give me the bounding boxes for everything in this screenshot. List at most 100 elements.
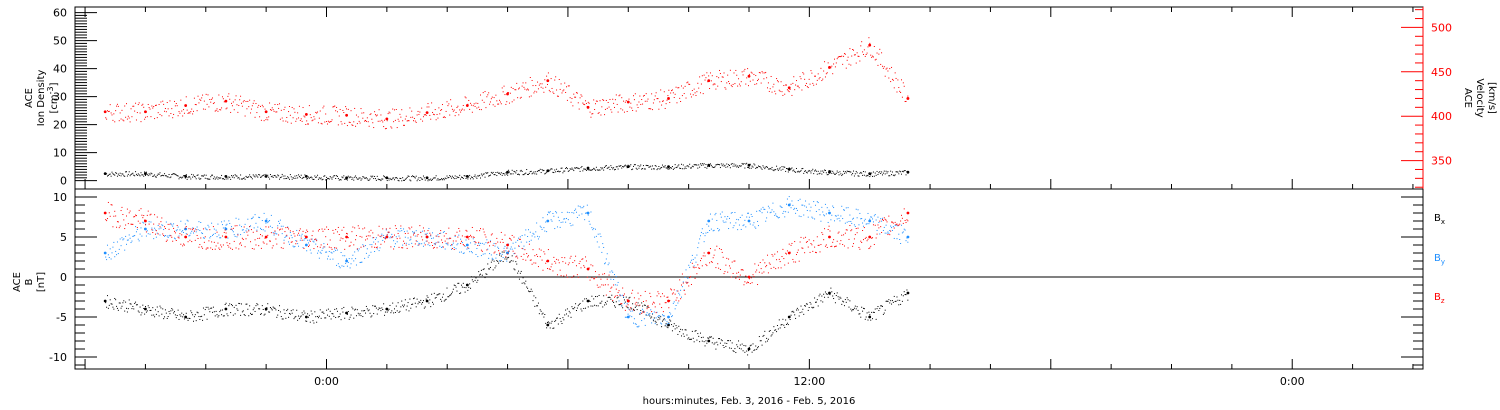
velocity-sample <box>675 86 677 88</box>
velocity-sample <box>119 112 121 114</box>
by-sample <box>631 316 633 318</box>
bx-sample <box>422 300 424 302</box>
bx-sample <box>181 312 183 314</box>
density-sample <box>799 170 801 172</box>
bx-sample <box>835 294 837 296</box>
bz-sample <box>828 225 830 227</box>
density-sample <box>758 166 760 168</box>
density-sample <box>520 169 522 171</box>
bx-sample <box>164 316 166 318</box>
bz-sample <box>343 226 345 228</box>
by-sample <box>869 218 871 220</box>
by-sample <box>824 203 826 205</box>
by-sample <box>859 212 861 214</box>
bz-sample <box>289 230 291 232</box>
velocity-sample <box>312 119 314 121</box>
velocity-sample <box>728 83 730 85</box>
bx-sample <box>626 306 628 308</box>
by-sample <box>201 232 203 234</box>
velocity-sample <box>879 48 881 50</box>
bz-sample <box>462 244 464 246</box>
by-sample <box>252 216 254 218</box>
bx-sample <box>489 266 491 268</box>
by-sample <box>623 296 625 298</box>
bx-sample <box>604 302 606 304</box>
bx-sample <box>616 297 618 299</box>
density-sample <box>881 174 883 176</box>
by-sample <box>757 220 759 222</box>
density-sample <box>812 168 814 170</box>
velocity-sample <box>286 116 288 118</box>
by-sample <box>135 231 137 233</box>
bx-sample <box>848 306 850 308</box>
bz-sample <box>552 270 554 272</box>
density-sample <box>860 171 862 173</box>
by-sample <box>571 212 573 214</box>
bz-sample <box>473 236 475 238</box>
density-sample <box>106 175 108 177</box>
bx-sample <box>462 282 464 284</box>
density-sample <box>548 170 550 172</box>
bz-sample <box>474 241 476 243</box>
density-sample <box>465 177 467 179</box>
bx-sample <box>655 321 657 323</box>
bx-sample <box>393 308 395 310</box>
by-sample <box>218 234 220 236</box>
velocity-sample <box>438 107 440 109</box>
bz-sample <box>309 240 311 242</box>
velocity-sample <box>894 72 896 74</box>
density-sample <box>514 171 516 173</box>
density-sample <box>768 168 770 170</box>
bx-sample <box>791 311 793 313</box>
by-sample <box>704 235 706 237</box>
bx-sample <box>393 312 395 314</box>
by-sample <box>390 236 392 238</box>
density-sample <box>487 172 489 174</box>
velocity-sample <box>140 121 142 123</box>
bz-sample <box>890 230 892 232</box>
velocity-sample <box>848 63 850 65</box>
bz-sample <box>240 244 242 246</box>
bx-sample <box>747 350 749 352</box>
density-sample <box>798 171 800 173</box>
bx-sample <box>520 270 522 272</box>
density-sample <box>903 170 905 172</box>
bz-sample <box>290 241 292 243</box>
velocity-sample <box>247 100 249 102</box>
velocity-sample <box>423 114 425 116</box>
bz-sample <box>466 230 468 232</box>
velocity-sample <box>434 109 436 111</box>
bz-sample <box>141 214 143 216</box>
bz-sample <box>592 265 594 267</box>
bz-sample <box>379 235 381 237</box>
by-sample <box>276 233 278 235</box>
density-sample <box>157 173 159 175</box>
velocity-sample <box>750 71 752 73</box>
by-sample <box>167 236 169 238</box>
density-sample <box>215 177 217 179</box>
density-sample <box>634 164 636 166</box>
bz-sample <box>642 311 644 313</box>
density-sample <box>374 178 376 180</box>
density-sample <box>658 165 660 167</box>
bx-sample <box>565 309 567 311</box>
bz-sample <box>337 226 339 228</box>
density-sample <box>880 173 882 175</box>
by-sample <box>111 252 113 254</box>
bz-sample <box>114 210 116 212</box>
by-sample <box>541 228 543 230</box>
bz-sample <box>467 247 469 249</box>
density-sample <box>106 173 108 175</box>
density-sample <box>293 177 295 179</box>
bz-sample <box>362 228 364 230</box>
bz-sample <box>374 246 376 248</box>
density-sample <box>621 167 623 169</box>
bz-sample <box>484 234 486 236</box>
bz-sample <box>566 274 568 276</box>
density-sample <box>463 175 465 177</box>
velocity-sample <box>599 100 601 102</box>
bx-sample <box>320 317 322 319</box>
bz-sample <box>366 238 368 240</box>
bx-sample <box>239 303 241 305</box>
density-sample <box>665 167 667 169</box>
